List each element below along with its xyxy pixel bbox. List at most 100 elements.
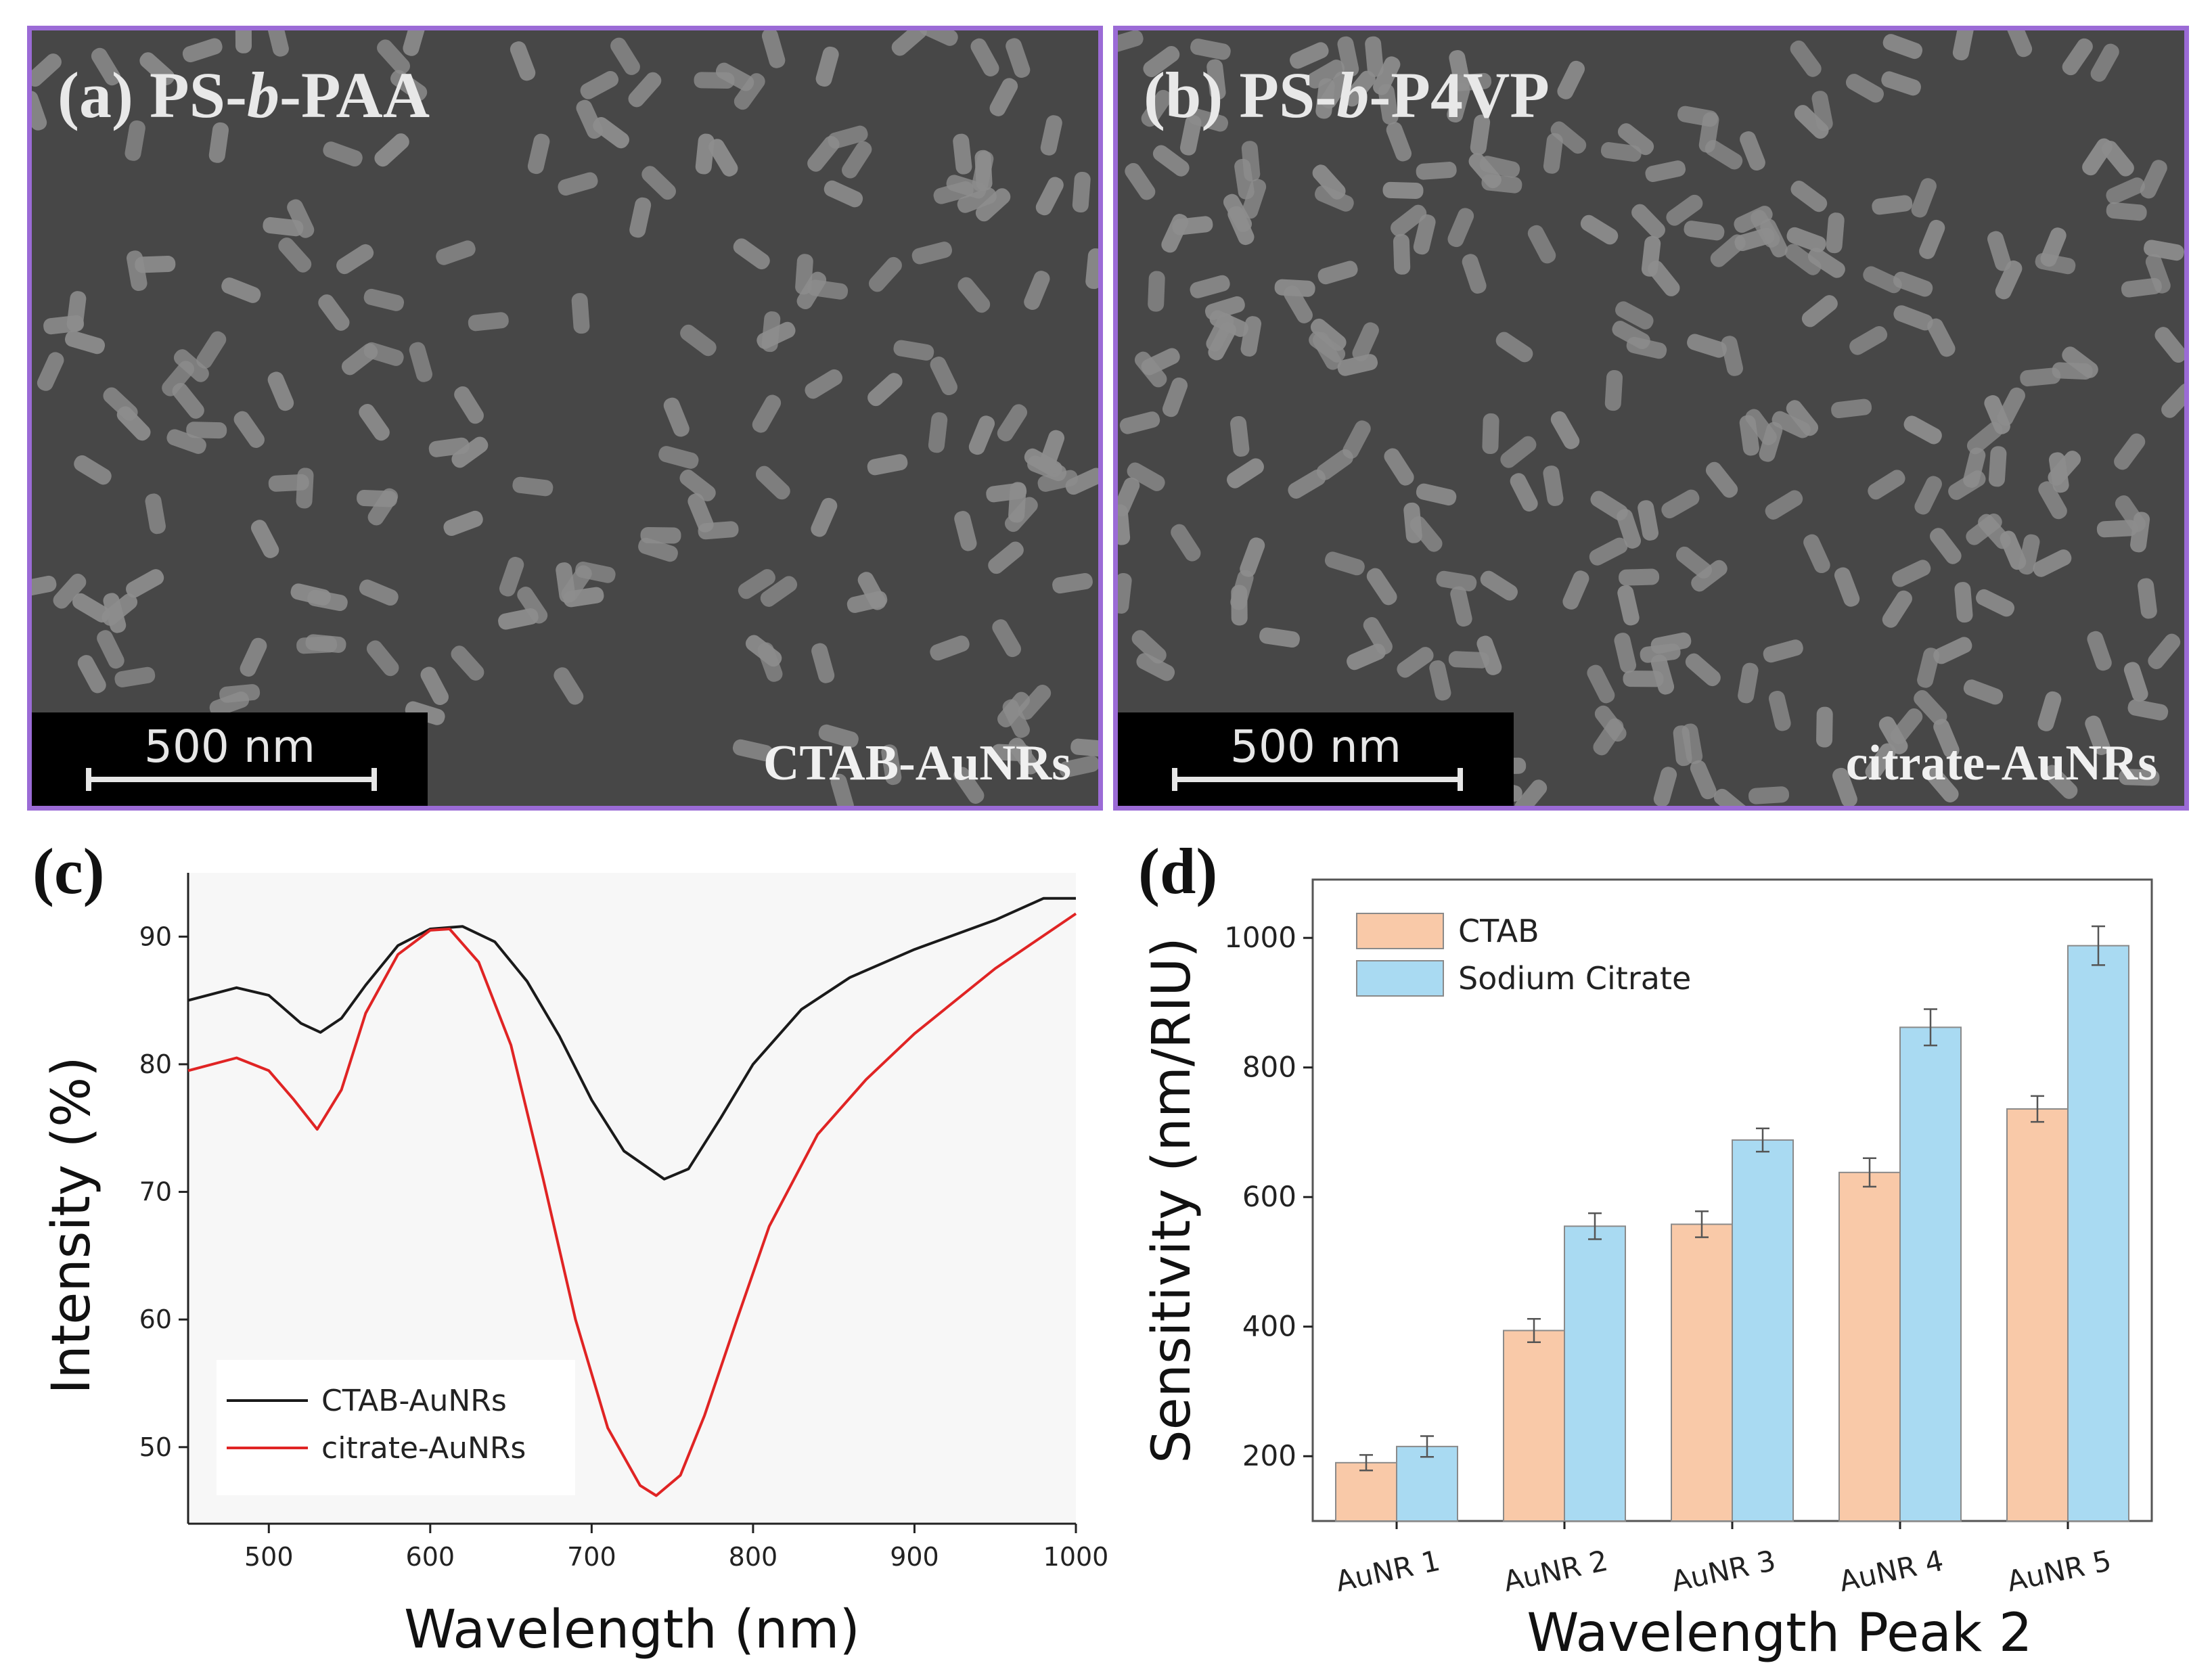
nanorod [1018,684,1052,720]
nanorod [640,526,681,544]
nanorod [986,482,1027,503]
nanorod [1310,318,1347,351]
nanorod [1118,477,1140,517]
nanorod [1409,516,1443,552]
nanorod [1288,469,1326,499]
nanorod [1893,271,1933,297]
nanorod [1589,537,1628,566]
nanorod [760,576,798,607]
nanorod [1954,582,1973,623]
nanorod [1416,162,1457,180]
scale-bar-box: 500 nm [1118,712,1514,806]
nanorod [1748,786,1790,804]
chart-legend: CTAB Sodium Citrate [1356,913,1691,997]
nanorod [638,537,678,562]
nanorod [1763,639,1803,663]
nanorod [1882,590,1912,628]
nanorod [1230,415,1250,457]
nanorod [318,294,350,331]
nanorod [2048,451,2081,486]
y-axis-label: Sensitivity (nm/RIU) [1142,937,1202,1463]
nanorod [1834,567,1860,607]
nanorod [1784,244,1822,275]
nanorod [127,250,148,292]
nanorod [221,277,261,303]
nanorod [1188,108,1229,132]
nanorod [1241,141,1261,182]
nanorod [196,331,227,369]
bar-sodium-citrate [2067,945,2129,1522]
nanorod [451,645,484,681]
nanorod [2161,383,2184,418]
nanorod [1004,497,1038,532]
nanorod [970,38,999,76]
nanorod [1878,716,1908,754]
legend-swatch [1356,913,1444,949]
nanorod [1587,664,1615,704]
nanorod [367,488,399,526]
nanorod [2037,691,2062,731]
nanorod [1119,411,1160,434]
bar-ctab [2006,1108,2069,1522]
nanorod [1070,738,1098,757]
chart-series [187,896,1077,1497]
nanorod [1479,156,1520,178]
nanorod [1698,112,1719,153]
nanorod [366,640,399,677]
nanorod [563,587,604,608]
y-tick-label: 90 [139,922,172,951]
nanorod [1903,415,1942,445]
nanorod [1738,662,1759,704]
nanorod [1470,114,1491,156]
nanorod [1617,585,1640,626]
y-tick-label: 200 [1242,1439,1296,1472]
nanorod [499,556,524,597]
nanorod [1831,399,1872,419]
nanorod [1790,40,1822,77]
nanorod [738,569,775,599]
nanorod [1790,181,1828,212]
nanorod [1039,430,1065,470]
y-tick-label: 60 [139,1304,172,1334]
nanorod [377,39,410,74]
nanorod [2154,327,2184,363]
panel-c-letter: (c) [32,835,105,907]
nanorod [946,175,987,199]
nanorod [1666,194,1703,226]
nanorod [628,72,662,108]
nanorod [1929,528,1962,564]
nanorod [1600,141,1642,162]
nanorod [1926,767,1959,802]
nanorod [72,593,110,622]
nanorod [1594,705,1627,742]
nanorod [1006,38,1031,78]
nanorod [2106,202,2147,221]
nanorod [997,404,1028,442]
nanorod [1476,635,1502,675]
nanorod [1085,248,1098,290]
nanorod [687,493,714,532]
scale-bar-tick [86,768,91,791]
nanorod [2115,495,2146,532]
nanorod [2040,227,2067,267]
nanorod [1691,560,1728,592]
nanorod [629,197,652,238]
nanorod [1739,415,1759,456]
nanorod [1190,39,1231,60]
nanorod [1315,78,1335,119]
legend-label: CTAB [1458,913,1539,949]
scale-bar [86,777,377,782]
nanorod [436,240,476,265]
nanorod [1448,651,1489,668]
nanorod [1590,491,1628,521]
nanorod [1687,334,1727,358]
nanorod [1604,370,1623,411]
nanorod [126,569,164,598]
nanorod [1447,208,1474,248]
nanorod [420,666,449,705]
nanorod [988,541,1024,574]
nanorod [1148,271,1165,312]
y-tick-label: 400 [1242,1310,1296,1343]
nanorod [1978,514,2011,549]
nanorod [815,46,839,87]
